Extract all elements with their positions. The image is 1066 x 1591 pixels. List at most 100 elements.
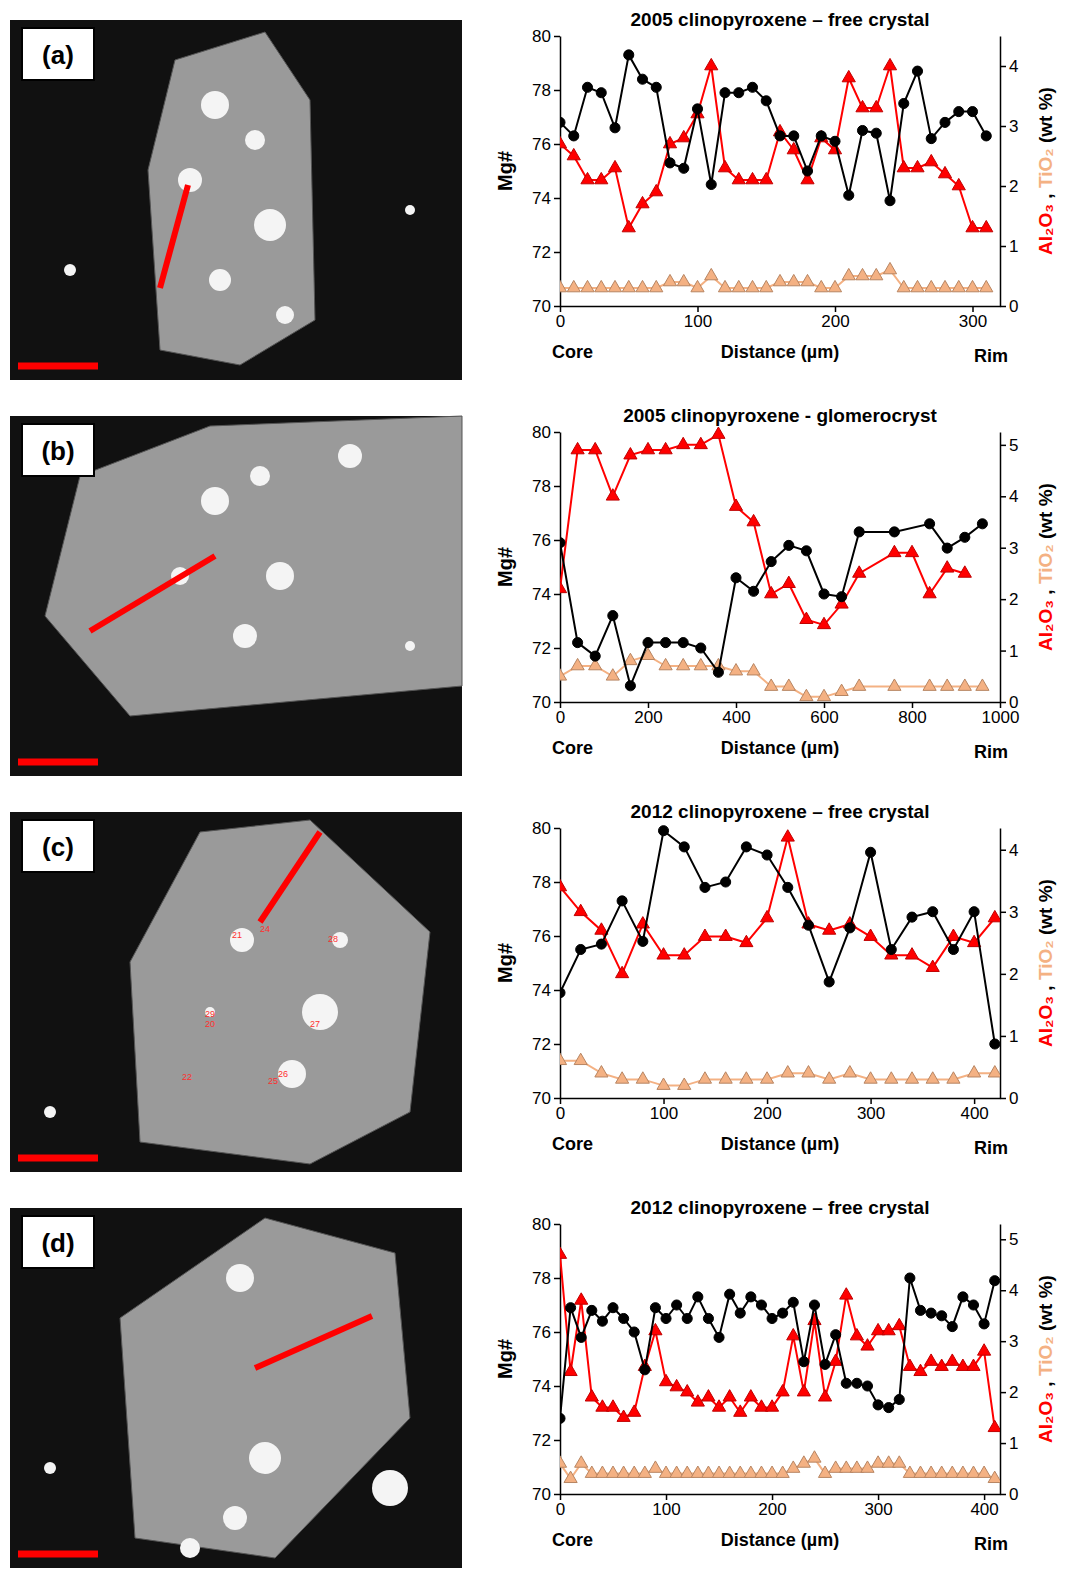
marker [815, 280, 828, 291]
marker [828, 280, 841, 291]
title: 2012 clinopyroxene – free crystal [631, 1197, 930, 1218]
tick-label: 5 [1009, 1230, 1018, 1249]
marker [760, 172, 773, 183]
marker [823, 923, 836, 934]
title: 2012 clinopyroxene – free crystal [631, 801, 930, 822]
marker [773, 274, 786, 285]
marker [693, 1292, 703, 1302]
image [10, 1208, 462, 1568]
inclusion [226, 1264, 254, 1292]
tick-label: 300 [864, 1500, 892, 1519]
marker [608, 160, 621, 171]
marker [714, 1332, 724, 1342]
marker [651, 82, 661, 92]
marker [781, 1066, 794, 1077]
tick-label: 300 [959, 312, 987, 331]
y2-axis-title: Al₂O₃ , TiO₂ (wt %) [1035, 879, 1056, 1047]
marker [566, 1303, 576, 1313]
marker [776, 1385, 789, 1396]
marker [894, 1394, 904, 1404]
image-label: 24 [260, 924, 270, 934]
tick-mark [554, 252, 560, 254]
marker [911, 160, 924, 171]
marker [842, 268, 855, 279]
marker [706, 179, 716, 189]
marker [617, 896, 627, 906]
tick-label: 1 [1009, 237, 1018, 256]
tick-mark [1000, 599, 1006, 601]
tick-mark [1000, 246, 1006, 248]
marker [608, 611, 618, 621]
marker [719, 1072, 732, 1083]
marker [958, 1292, 968, 1302]
tick-mark [1000, 186, 1006, 188]
marker [981, 131, 991, 141]
marker [576, 1332, 586, 1342]
marker [990, 1276, 1000, 1286]
marker [734, 1405, 747, 1416]
crystal [130, 820, 430, 1164]
tick: 300 [959, 306, 987, 331]
inclusion [302, 994, 338, 1030]
tick-mark [1000, 912, 1006, 914]
y-axis-title: Mg# [494, 1339, 516, 1379]
tick: 1 [1000, 642, 1018, 661]
marker [678, 948, 691, 959]
tick: 0 [1000, 1485, 1018, 1504]
tick: 200 [758, 1494, 786, 1519]
tick: 4 [1000, 57, 1018, 76]
marker [677, 437, 690, 448]
tick-mark [554, 1386, 560, 1388]
marker [606, 489, 619, 500]
tick: 2 [1000, 1383, 1018, 1402]
marker [841, 1378, 851, 1388]
marker [980, 280, 993, 291]
plot-area [560, 826, 1000, 1090]
tick-label: 2 [1009, 1383, 1018, 1402]
tick: 76 [532, 1323, 560, 1342]
tick: 78 [532, 81, 560, 100]
tick: 2 [1000, 177, 1018, 196]
marker [698, 929, 711, 940]
tick-label: 100 [652, 1500, 680, 1519]
tick-label: 0 [556, 312, 565, 331]
marker [747, 664, 760, 675]
marker [649, 1461, 662, 1472]
y-axis: 707274767880 [532, 27, 560, 316]
marker [571, 442, 584, 453]
tick: 74 [532, 981, 560, 1000]
tick: 4 [1000, 841, 1018, 860]
scale-bar [18, 363, 98, 370]
tick-label: 2 [1009, 965, 1018, 984]
tick: 72 [532, 639, 560, 658]
image-label: 29 [205, 1009, 215, 1019]
y2-axis-title-part: , [1035, 188, 1056, 204]
marker [610, 123, 620, 133]
tick: 0 [556, 1098, 565, 1123]
tick-mark [554, 36, 560, 38]
marker [747, 82, 757, 92]
y2-axis-title-part: (wt %) [1035, 1275, 1056, 1336]
tick-mark [1000, 1098, 1006, 1100]
marker [978, 1466, 991, 1477]
tick: 70 [532, 1089, 560, 1108]
marker [853, 566, 866, 577]
marker [677, 658, 690, 669]
tick-mark [1000, 445, 1006, 447]
tick-mark [1000, 849, 1006, 851]
tick-label: 1 [1009, 642, 1018, 661]
marker [803, 920, 813, 930]
marker [781, 830, 794, 841]
marker [560, 280, 567, 291]
marker [905, 545, 918, 556]
marker [760, 1072, 773, 1083]
marker [712, 1400, 725, 1411]
marker [942, 543, 952, 553]
tick: 3 [1000, 539, 1018, 558]
marker [885, 1072, 898, 1083]
marker [947, 929, 960, 940]
tick-label: 3 [1009, 539, 1018, 558]
x-axis-title: Distance (µm) [721, 738, 839, 758]
tick-label: 400 [960, 1104, 988, 1123]
tick-mark [554, 648, 560, 650]
